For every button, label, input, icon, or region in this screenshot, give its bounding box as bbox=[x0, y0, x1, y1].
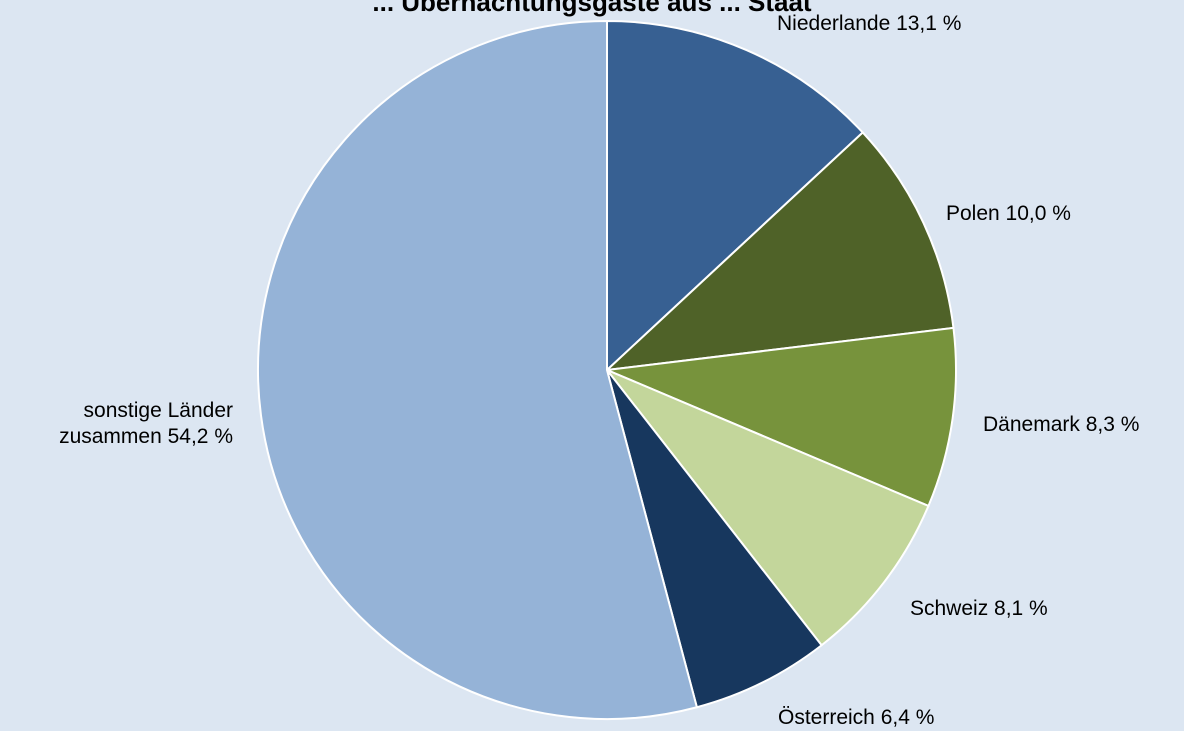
slice-label-polen: Polen 10,0 % bbox=[946, 202, 1071, 225]
chart-title: ... Übernachtungsgäste aus ... Staat bbox=[372, 0, 812, 17]
slice-label-niederlande: Niederlande 13,1 % bbox=[777, 12, 962, 35]
slice-label-oesterreich: Österreich 6,4 % bbox=[778, 706, 935, 729]
pie-slice-5 bbox=[257, 19, 699, 720]
slice-label-daenemark: Dänemark 8,3 % bbox=[983, 413, 1140, 436]
pie-slice-4 bbox=[606, 369, 823, 709]
pie-slice-2 bbox=[603, 326, 957, 508]
slice-label-sonstige: sonstige Länder zusammen 54,2 % bbox=[59, 399, 233, 448]
pie-slice-3 bbox=[603, 367, 930, 647]
slice-label-schweiz: Schweiz 8,1 % bbox=[910, 597, 1048, 620]
pie-slice-1 bbox=[604, 131, 955, 372]
pie-slice-0 bbox=[606, 19, 865, 373]
